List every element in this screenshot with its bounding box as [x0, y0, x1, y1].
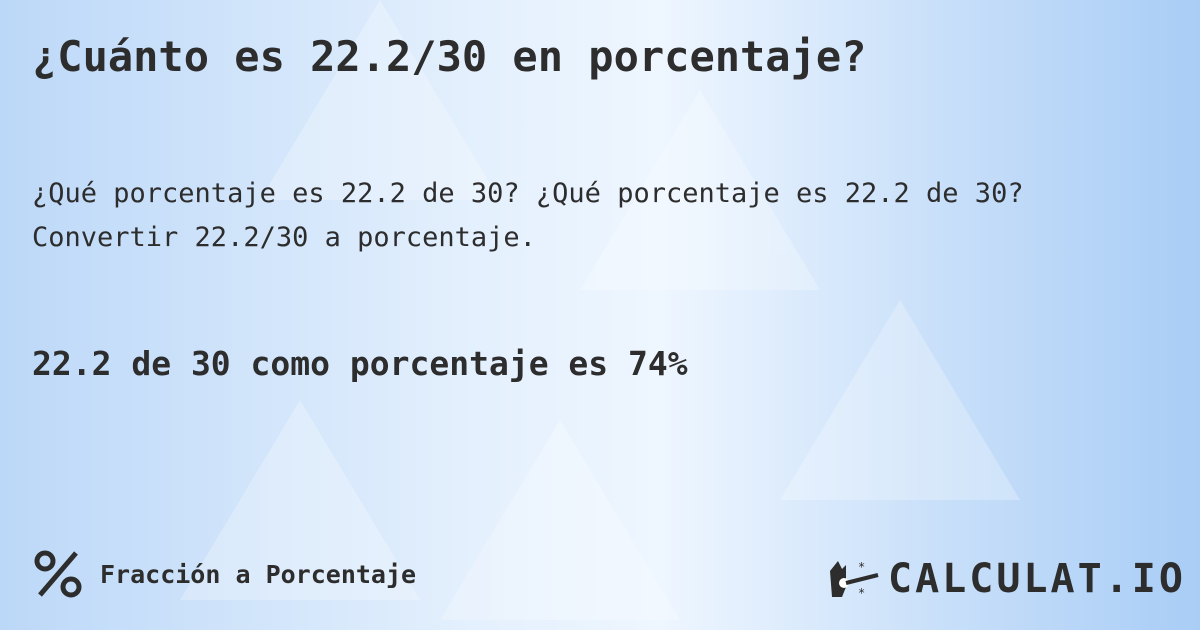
logo-text: CALCULAT.IO: [888, 556, 1186, 602]
answer: 22.2 de 30 como porcentaje es 74%: [32, 344, 688, 383]
magic-hand-icon: **: [830, 560, 879, 600]
category-label: Fracción a Porcentaje: [100, 559, 417, 589]
svg-text:*: *: [858, 586, 865, 600]
category-link[interactable]: Fracción a Porcentaje: [32, 548, 416, 600]
svg-text:*: *: [858, 560, 865, 574]
page-title: ¿Cuánto es 22.2/30 en porcentaje?: [32, 32, 867, 81]
logo[interactable]: * * CALCULAT.IO: [828, 556, 1186, 602]
subtitle: ¿Qué porcentaje es 22.2 de 30? ¿Qué porc…: [32, 178, 1024, 253]
percent-icon: [34, 550, 82, 598]
